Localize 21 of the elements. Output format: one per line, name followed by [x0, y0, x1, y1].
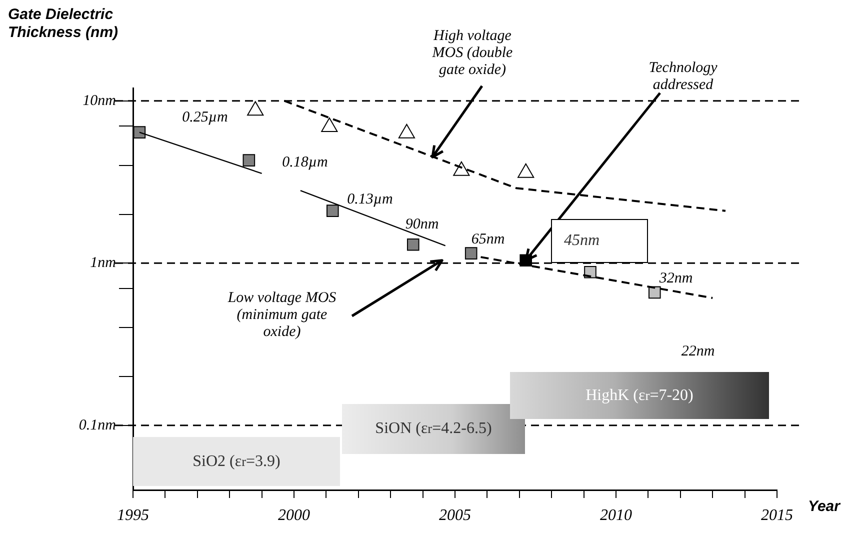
y-tick-label: 10nm — [82, 92, 116, 109]
annotation: Technology addressed — [648, 60, 718, 94]
x-tick-label: 2000 — [278, 506, 310, 524]
x-tick-label: 2005 — [439, 506, 471, 524]
x-tick-label: 2010 — [600, 506, 632, 524]
annotation: 90nm — [405, 216, 439, 234]
y-tick-label: 1nm — [90, 255, 116, 272]
y-tick-label: 0.1nm — [78, 417, 116, 434]
annotation: 32nm — [659, 270, 693, 288]
annotation: 0.13µm — [347, 192, 393, 208]
annotation: 0.18µm — [282, 154, 328, 172]
y-axis-title: Gate Dielectric Thickness (nm) — [8, 6, 120, 42]
annotation: High voltage MOS (double gate oxide) — [431, 28, 514, 79]
annotation: 0.25µm — [182, 110, 228, 126]
x-tick-label: 1995 — [117, 506, 149, 524]
x-tick-label: 2015 — [761, 506, 793, 524]
annotation: Low voltage MOS (minimum gate oxide) — [226, 290, 338, 341]
annotation: 22nm — [681, 344, 715, 360]
x-axis-title: Year — [808, 498, 840, 516]
annotation: 65nm — [471, 232, 505, 248]
label-box: 45nm — [551, 219, 648, 263]
